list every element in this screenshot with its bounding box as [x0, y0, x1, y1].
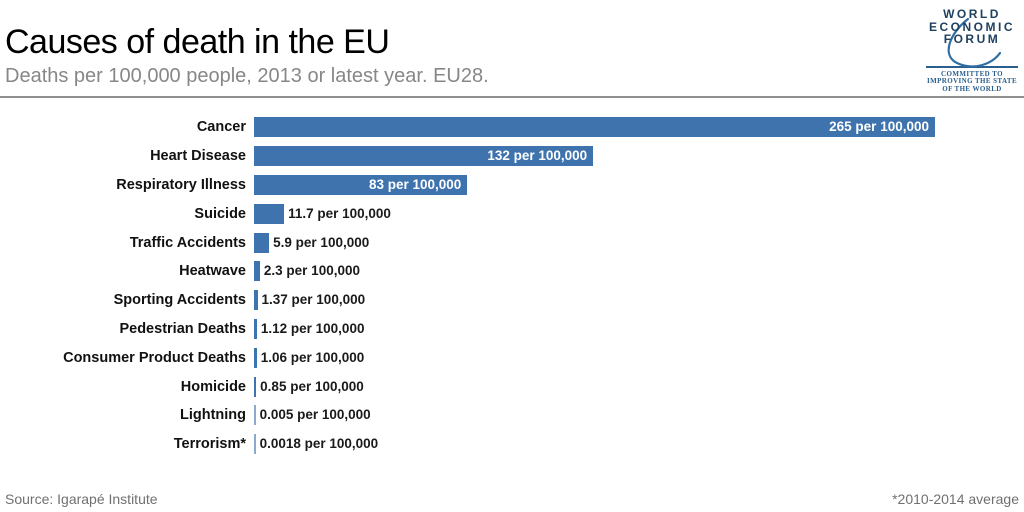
page-title: Causes of death in the EU [5, 23, 390, 61]
wef-tagline-line3: OF THE WORLD [942, 84, 1002, 93]
category-label: Pedestrian Deaths [119, 320, 246, 337]
bar [254, 405, 256, 426]
wef-wordmark: WORLD ECONOMIC FORUM [922, 8, 1022, 46]
bar [254, 318, 257, 339]
bar [254, 232, 270, 253]
value-label: 5.9 per 100,000 [273, 234, 370, 250]
bar-track: 0.0018 per 100,000 [254, 434, 1024, 455]
value-label: 265 per 100,000 [829, 119, 929, 135]
bar-track: 0.85 per 100,000 [254, 376, 1024, 397]
bar [254, 434, 256, 455]
category-label: Respiratory Illness [116, 176, 246, 193]
bar-row: Traffic Accidents 5.9 per 100,000 [0, 228, 1024, 257]
bar-track: 2.3 per 100,000 [254, 261, 1024, 282]
bar-track: 1.37 per 100,000 [254, 290, 1024, 311]
bar: 83 per 100,000 [254, 174, 468, 195]
wef-tagline-line1: COMMITTED TO [941, 69, 1003, 78]
value-label: 0.0018 per 100,000 [259, 436, 379, 452]
value-label: 83 per 100,000 [368, 176, 462, 192]
category-label: Traffic Accidents [129, 234, 246, 251]
wef-wordmark-line1: WORLD [943, 7, 1001, 21]
bar [254, 290, 258, 311]
page-subtitle: Deaths per 100,000 people, 2013 or lates… [5, 65, 489, 87]
value-label: 0.005 per 100,000 [259, 407, 371, 423]
bar [254, 376, 257, 397]
category-label: Homicide [180, 378, 246, 395]
bar-row: Heatwave 2.3 per 100,000 [0, 257, 1024, 286]
category-label: Consumer Product Deaths [63, 349, 246, 366]
bar-row: Sporting Accidents 1.37 per 100,000 [0, 286, 1024, 315]
wef-logo: WORLD ECONOMIC FORUM COMMITTED TO IMPROV… [922, 8, 1022, 93]
bar: 265 per 100,000 [254, 117, 935, 138]
value-label: 11.7 per 100,000 [288, 205, 391, 221]
category-label: Lightning [179, 407, 246, 424]
bar [254, 203, 285, 224]
category-label: Terrorism* [173, 436, 246, 453]
wef-swoosh-icon [947, 18, 1002, 68]
bar-row: Lightning 0.005 per 100,000 [0, 401, 1024, 430]
category-label: Heart Disease [150, 148, 246, 165]
bar-row: Terrorism* 0.0018 per 100,000 [0, 430, 1024, 459]
bar-row: Heart Disease 132 per 100,000 [0, 142, 1024, 171]
source-note: Source: Igarapé Institute [5, 491, 158, 507]
bar-row: Cancer 265 per 100,000 [0, 113, 1024, 142]
wef-wordmark-line3: FORUM [943, 32, 1001, 46]
bar-chart: Cancer 265 per 100,000 Heart Disease 132… [0, 113, 1024, 459]
bar-row: Respiratory Illness 83 per 100,000 [0, 171, 1024, 200]
bar-track: 265 per 100,000 [254, 117, 1024, 138]
bar [254, 261, 260, 282]
bar [254, 347, 257, 368]
value-label: 0.85 per 100,000 [260, 378, 364, 394]
value-label: 2.3 per 100,000 [263, 263, 360, 279]
header-divider [0, 96, 1024, 98]
wef-wordmark-line2: ECONOMIC [929, 19, 1015, 34]
bar-track: 1.06 per 100,000 [254, 347, 1024, 368]
category-label: Suicide [194, 205, 246, 222]
value-label: 1.12 per 100,000 [260, 320, 365, 336]
value-label: 132 per 100,000 [487, 148, 588, 164]
value-label: 1.06 per 100,000 [260, 349, 365, 365]
bar-track: 11.7 per 100,000 [254, 203, 1024, 224]
bar-track: 1.12 per 100,000 [254, 318, 1024, 339]
bar: 132 per 100,000 [254, 146, 594, 167]
category-label: Heatwave [179, 263, 246, 280]
wef-tagline-line2: IMPROVING THE STATE [926, 77, 1018, 85]
bar-track: 83 per 100,000 [254, 174, 1024, 195]
value-label: 1.37 per 100,000 [261, 292, 366, 308]
bar-track: 132 per 100,000 [254, 146, 1024, 167]
bar-row: Homicide 0.85 per 100,000 [0, 372, 1024, 401]
bar-track: 0.005 per 100,000 [254, 405, 1024, 426]
bar-row: Consumer Product Deaths 1.06 per 100,000 [0, 343, 1024, 372]
category-label: Sporting Accidents [113, 292, 246, 309]
category-label: Cancer [196, 119, 246, 136]
bar-row: Pedestrian Deaths 1.12 per 100,000 [0, 315, 1024, 344]
bar-track: 5.9 per 100,000 [254, 232, 1024, 253]
bar-row: Suicide 11.7 per 100,000 [0, 199, 1024, 228]
footnote: *2010-2014 average [892, 491, 1019, 507]
